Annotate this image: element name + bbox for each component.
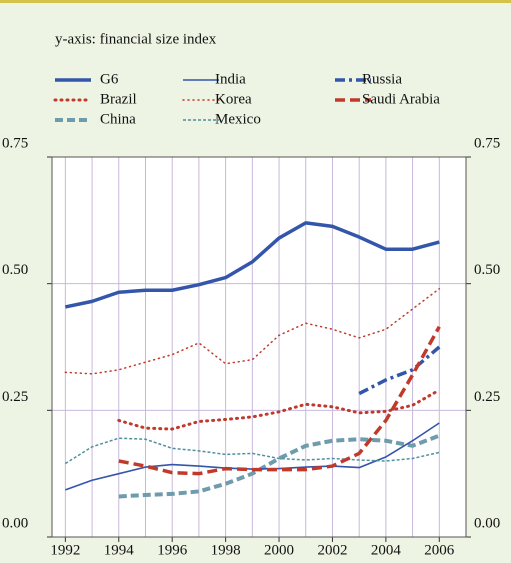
legend-label: China: [100, 111, 136, 127]
x-tick-label: 1996: [157, 542, 188, 558]
y-tick-label: 0.25: [474, 389, 500, 405]
y-tick-label: 0.75: [474, 135, 500, 151]
series-line: [64, 221, 440, 309]
legend-label: Brazil: [100, 91, 137, 107]
series-line: [64, 287, 441, 375]
x-tick-label: 2002: [317, 542, 347, 558]
y-tick-label: 0.50: [2, 262, 28, 278]
series-line: [358, 345, 441, 396]
x-tick-label: 1994: [104, 542, 135, 558]
series-line: [118, 325, 441, 476]
y-tick-label: 0.25: [2, 389, 28, 405]
series-line: [118, 433, 440, 499]
plot-area: [52, 157, 466, 537]
y-tick-label: 0.00: [474, 515, 500, 531]
y-tick-label: 0.00: [2, 515, 28, 531]
series-line: [117, 388, 441, 431]
x-tick-label: 2004: [371, 542, 402, 558]
series-line: [64, 437, 440, 465]
x-tick-label: 1998: [211, 542, 241, 558]
legend-label: Mexico: [215, 111, 261, 127]
y-tick-label: 0.50: [474, 262, 500, 278]
subtitle: y-axis: financial size index: [55, 31, 217, 47]
x-tick-label: 1992: [50, 542, 80, 558]
y-tick-label: 0.75: [2, 135, 28, 151]
plot-frame: [51, 156, 467, 538]
top-border: [0, 0, 511, 3]
x-tick-label: 2000: [264, 542, 294, 558]
legend-label: Saudi Arabia: [362, 91, 440, 107]
legend-label: G6: [100, 71, 119, 87]
legend-label: India: [215, 71, 246, 87]
legend-label: Russia: [362, 71, 402, 87]
x-tick-label: 2006: [424, 542, 455, 558]
legend-label: Korea: [215, 91, 252, 107]
